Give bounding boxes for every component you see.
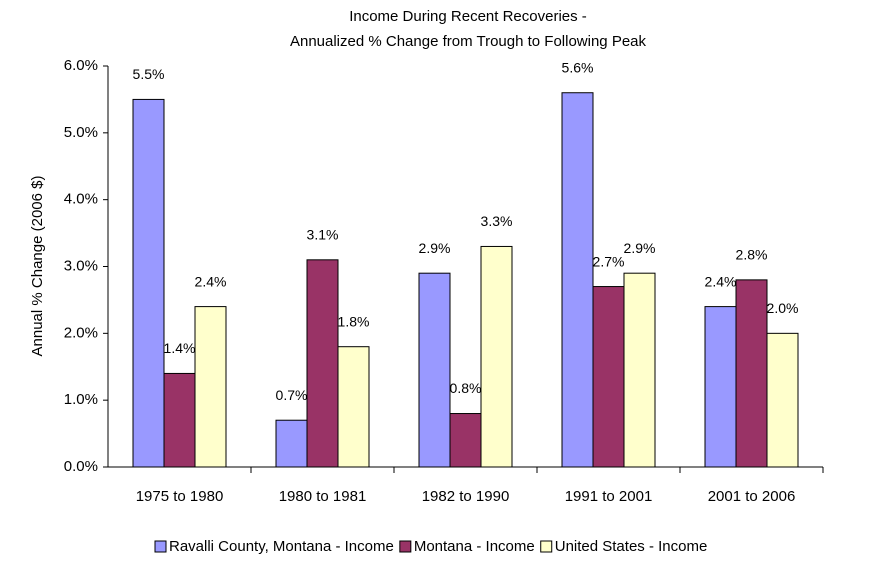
- value-label: 2.4%: [705, 273, 737, 289]
- legend-swatch: [540, 540, 553, 553]
- bar: [418, 272, 451, 468]
- bar: [704, 306, 737, 468]
- value-label: 2.7%: [593, 253, 625, 269]
- chart-title: Annualized % Change from Trough to Follo…: [290, 33, 647, 50]
- legend-swatch: [154, 540, 167, 553]
- bar: [480, 245, 513, 468]
- y-tick-label: 6.0%: [64, 57, 98, 74]
- value-label: 2.0%: [767, 300, 799, 316]
- bar: [132, 98, 165, 468]
- value-label: 5.6%: [562, 59, 594, 75]
- bar: [163, 372, 196, 468]
- value-label: 0.7%: [276, 387, 308, 403]
- value-label: 0.8%: [450, 380, 482, 396]
- y-tick-label: 2.0%: [64, 324, 98, 341]
- y-tick-label: 4.0%: [64, 191, 98, 208]
- bar: [449, 413, 482, 468]
- chart-title: Income During Recent Recoveries -: [349, 8, 587, 25]
- bar: [306, 259, 339, 468]
- legend-label: United States - Income: [555, 538, 708, 555]
- legend-label: Montana - Income: [414, 538, 535, 555]
- x-tick-label: 1975 to 1980: [136, 488, 224, 505]
- bar: [623, 272, 656, 468]
- y-axis-label: Annual % Change (2006 $): [29, 176, 46, 357]
- bar: [592, 286, 625, 468]
- y-tick-label: 1.0%: [64, 391, 98, 408]
- bar: [766, 332, 799, 468]
- legend-label: Ravalli County, Montana - Income: [169, 538, 394, 555]
- x-tick-label: 1982 to 1990: [422, 488, 510, 505]
- legend-swatch: [399, 540, 412, 553]
- bar: [337, 346, 370, 468]
- y-tick-label: 3.0%: [64, 257, 98, 274]
- bar: [194, 306, 227, 468]
- bar: [561, 92, 594, 468]
- value-label: 2.4%: [195, 273, 227, 289]
- x-tick-label: 1980 to 1981: [279, 488, 367, 505]
- value-label: 2.8%: [736, 247, 768, 263]
- x-tick-label: 1991 to 2001: [565, 488, 653, 505]
- value-label: 3.3%: [481, 213, 513, 229]
- y-tick-label: 5.0%: [64, 124, 98, 141]
- value-label: 2.9%: [624, 240, 656, 256]
- x-tick-label: 2001 to 2006: [708, 488, 796, 505]
- value-label: 3.1%: [307, 227, 339, 243]
- y-tick-label: 0.0%: [64, 458, 98, 475]
- bar: [735, 279, 768, 468]
- value-label: 1.8%: [338, 313, 370, 329]
- value-label: 1.4%: [164, 340, 196, 356]
- value-label: 2.9%: [419, 240, 451, 256]
- value-label: 5.5%: [133, 66, 165, 82]
- bar: [275, 419, 308, 468]
